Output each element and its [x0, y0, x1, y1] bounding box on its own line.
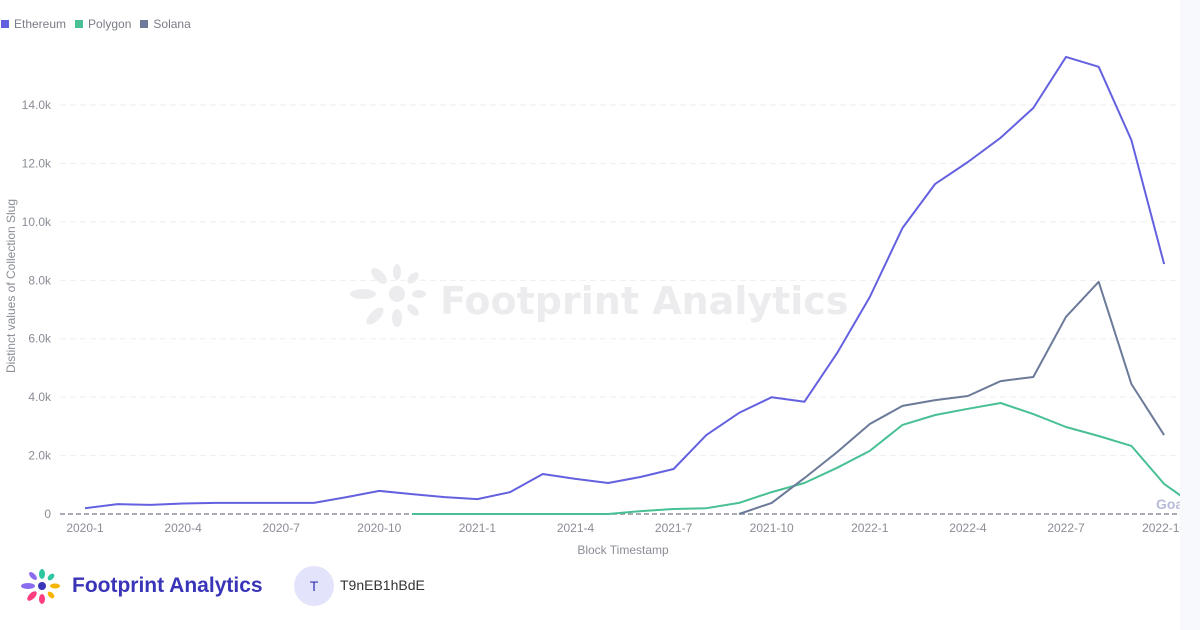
x-tick-label: 2020-1 — [66, 521, 104, 535]
legend-item-polygon[interactable]: Polygon — [75, 17, 131, 31]
y-tick-label: 2.0k — [28, 449, 52, 463]
series-line-solana — [738, 280, 1165, 515]
y-tick-label: 14.0k — [22, 98, 52, 112]
y-tick-label: 8.0k — [28, 273, 52, 287]
scrollbar-track[interactable] — [1180, 0, 1200, 630]
x-tick-label: 2020-7 — [263, 521, 301, 535]
legend-item-solana[interactable]: Solana — [140, 17, 191, 31]
x-tick-label: 2022-4 — [949, 521, 987, 535]
brand-name: Footprint Analytics — [72, 574, 263, 597]
username[interactable]: T9nEB1hBdE — [340, 577, 425, 593]
y-axis-title: Distinct values of Collection Slug — [4, 199, 18, 373]
x-tick-label: 2021-4 — [557, 521, 595, 535]
x-tick-label: 2022-7 — [1047, 521, 1085, 535]
watermark: Footprint Analytics — [440, 279, 848, 323]
avatar[interactable]: T — [294, 566, 334, 606]
legend-swatch — [1, 20, 9, 28]
x-tick-label: 2022-10 — [1142, 521, 1186, 535]
x-tick-label: 2021-1 — [459, 521, 497, 535]
goal-label: Goa — [1156, 496, 1183, 512]
series-line-ethereum — [84, 55, 1166, 510]
footer-brand: Footprint Analytics — [20, 566, 263, 606]
x-tick-label: 2020-10 — [357, 521, 401, 535]
y-tick-label: 12.0k — [22, 156, 52, 170]
watermark-logo-icon — [350, 264, 426, 327]
y-tick-label: 0 — [44, 507, 51, 521]
legend-label: Solana — [153, 17, 191, 31]
x-axis-title: Block Timestamp — [577, 543, 669, 557]
legend-swatch — [75, 20, 84, 28]
legend-item-ethereum[interactable]: Ethereum — [1, 17, 66, 31]
legend-label: Ethereum — [14, 17, 67, 31]
legend-swatch — [140, 20, 149, 28]
y-tick-label: 4.0k — [28, 390, 52, 404]
series-line-polygon — [412, 402, 1198, 515]
x-tick-label: 2020-4 — [164, 521, 202, 535]
x-tick-label: 2022-1 — [851, 521, 889, 535]
y-tick-label: 10.0k — [22, 215, 52, 229]
legend: Ethereum Polygon Solana — [1, 17, 191, 31]
y-tick-label: 6.0k — [28, 332, 52, 346]
footprint-logo-icon — [21, 569, 60, 604]
x-tick-label: 2021-10 — [750, 521, 794, 535]
legend-label: Polygon — [88, 17, 132, 31]
x-tick-label: 2021-7 — [655, 521, 693, 535]
